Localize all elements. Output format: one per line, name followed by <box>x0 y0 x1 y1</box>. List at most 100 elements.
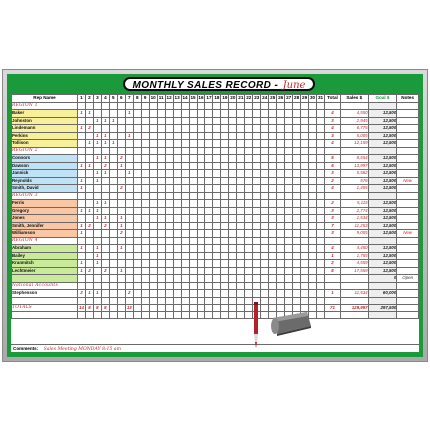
day-cell <box>84 244 94 253</box>
day-cell <box>236 109 246 118</box>
daily-sale-mark: 8 <box>100 303 110 313</box>
sales-cell: 1,755 <box>339 251 369 260</box>
sales-cell: 2,774 <box>339 206 369 215</box>
day-cell <box>316 303 325 313</box>
day-cell <box>292 289 302 298</box>
day-cell <box>164 303 174 313</box>
day-cell <box>276 169 286 178</box>
day-cell <box>316 184 325 193</box>
day-cell <box>132 124 142 133</box>
day-cell <box>196 101 206 110</box>
day-cell <box>228 244 238 253</box>
day-cell <box>148 206 158 215</box>
day-cell <box>76 311 86 320</box>
rep-name: Gregory <box>11 206 78 215</box>
goal-cell: 12,500 <box>367 229 398 238</box>
day-cell <box>236 274 246 283</box>
day-cell <box>92 221 102 230</box>
day-cell <box>292 214 302 223</box>
day-cell <box>244 244 254 253</box>
day-cell <box>244 109 254 118</box>
day-cell <box>76 101 86 110</box>
day-cell <box>164 311 174 320</box>
day-cell <box>236 131 246 140</box>
total-cell: 4 <box>324 244 341 253</box>
header-day: 6 <box>116 94 126 103</box>
day-cell <box>124 311 134 320</box>
day-cell <box>308 229 318 238</box>
day-cell <box>284 274 294 283</box>
day-cell <box>148 296 158 305</box>
goal-cell: 60,000 <box>367 289 398 298</box>
rep-name <box>11 274 78 283</box>
goal-cell <box>367 311 398 320</box>
day-cell <box>268 229 278 238</box>
day-cell <box>212 236 222 245</box>
rep-row: Jones 1 1 1 3 1,534 12,500 <box>11 214 419 223</box>
daily-sale-mark: 1 <box>92 176 102 185</box>
total-cell: 6 <box>324 161 341 170</box>
day-cell <box>164 229 174 238</box>
header-goal: Goal $ <box>367 94 398 103</box>
day-cell <box>284 229 294 238</box>
daily-sale-mark: 1 <box>92 244 102 253</box>
sales-cell: 5,582 <box>339 169 369 178</box>
day-cell <box>180 131 190 140</box>
day-cell <box>244 289 254 298</box>
day-cell <box>156 311 166 320</box>
daily-sale-mark: 1 <box>116 266 126 275</box>
day-cell <box>292 184 302 193</box>
day-cell <box>292 229 302 238</box>
day-cell <box>140 289 150 298</box>
goal-cell <box>367 281 398 290</box>
rep-row: Ferris 1 1 2 5,115 12,500 <box>11 199 419 208</box>
total-cell: 4 <box>324 184 341 193</box>
day-cell <box>276 131 286 140</box>
eraser-icon[interactable] <box>267 310 313 336</box>
day-cell <box>220 259 230 268</box>
day-cell <box>204 296 214 305</box>
day-cell <box>172 191 182 200</box>
day-cell <box>100 124 110 133</box>
day-cell <box>196 169 206 178</box>
dry-erase-marker-icon[interactable] <box>253 302 259 348</box>
day-cell <box>92 274 102 283</box>
day-cell <box>116 109 126 118</box>
day-cell <box>292 206 302 215</box>
day-cell <box>220 124 230 133</box>
day-cell <box>108 303 118 313</box>
day-cell <box>300 169 310 178</box>
day-cell <box>108 184 118 193</box>
sales-cell <box>339 296 369 305</box>
day-cell <box>180 146 190 155</box>
day-cell <box>212 154 222 163</box>
day-cell <box>308 244 318 253</box>
day-cell <box>116 131 126 140</box>
day-cell <box>140 146 150 155</box>
header-day: 2 <box>84 94 94 103</box>
day-cell <box>180 244 190 253</box>
rep-row: Lindemann 1 2 4 6,775 12,500 <box>11 124 419 133</box>
day-cell <box>204 281 214 290</box>
day-cell <box>212 311 222 320</box>
day-cell <box>204 289 214 298</box>
day-cell <box>276 139 286 148</box>
day-cell <box>116 139 126 148</box>
day-cell <box>316 124 325 133</box>
day-cell <box>116 236 126 245</box>
day-cell <box>220 281 230 290</box>
day-cell <box>228 109 238 118</box>
goal-cell: 12,500 <box>367 221 398 230</box>
day-cell <box>156 244 166 253</box>
day-cell <box>204 259 214 268</box>
daily-sale-mark: 1 <box>92 131 102 140</box>
day-cell <box>172 161 182 170</box>
day-cell <box>188 259 198 268</box>
day-cell <box>180 184 190 193</box>
day-cell <box>100 281 110 290</box>
day-cell <box>100 259 110 268</box>
day-cell <box>244 259 254 268</box>
day-cell <box>124 221 134 230</box>
day-cell <box>180 221 190 230</box>
goal-cell: 297,500 <box>367 303 398 313</box>
